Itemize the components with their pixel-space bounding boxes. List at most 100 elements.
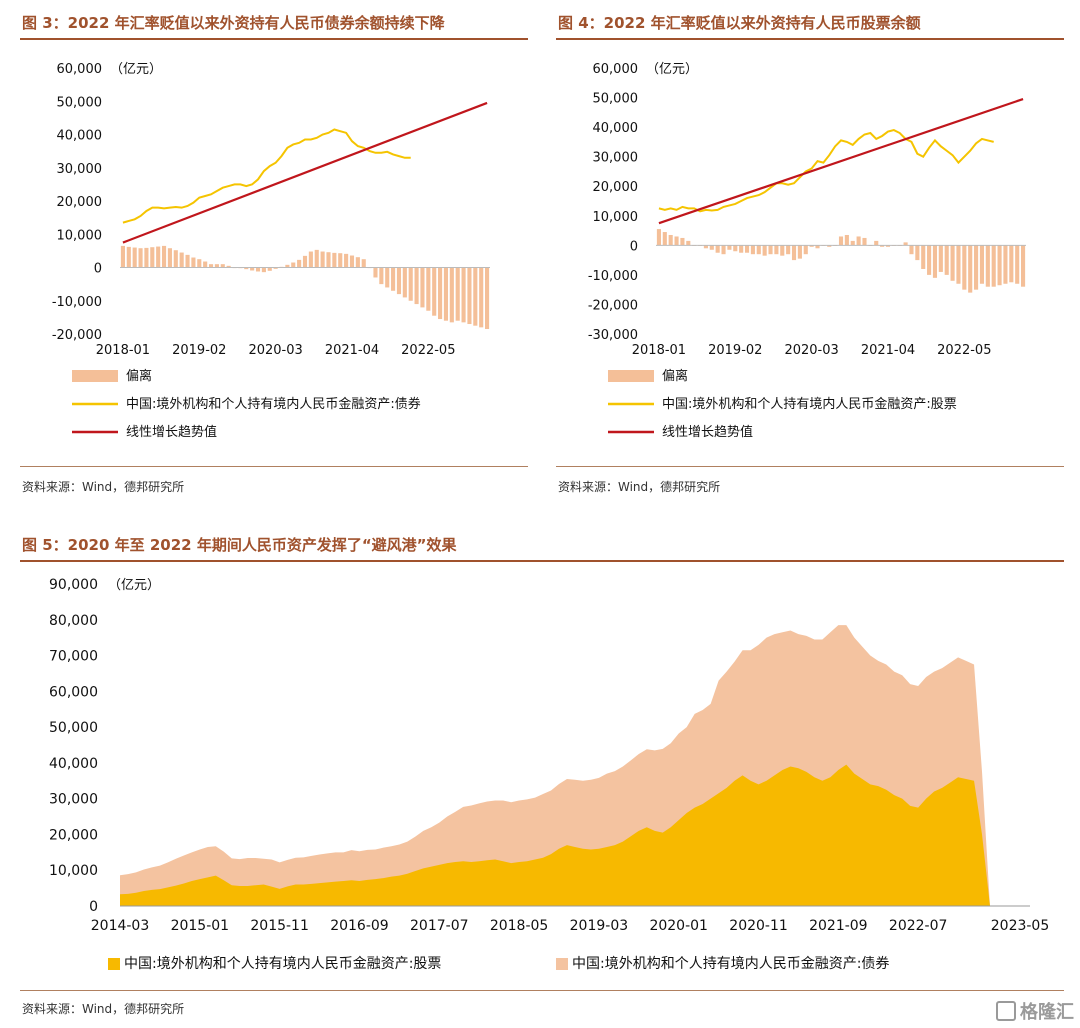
legend-label-trend: 线性增长趋势值 (126, 424, 217, 440)
y-tick-label: 40,000 (49, 756, 98, 772)
x-tick-label: 2020-03 (248, 343, 302, 358)
deviation-bar (443, 267, 449, 321)
deviation-bar (338, 253, 343, 268)
deviation-bar (379, 267, 384, 285)
deviation-bar (874, 240, 879, 246)
deviation-bar (402, 267, 407, 298)
deviation-bar (226, 265, 231, 268)
y-tick-label: 40,000 (593, 121, 639, 136)
x-tick-label: 2018-05 (490, 918, 549, 934)
deviation-bar (968, 245, 973, 293)
deviation-bar (161, 245, 167, 268)
x-tick-label: 2017-07 (410, 918, 469, 934)
deviation-bar (485, 267, 490, 330)
y-tick-label: -20,000 (588, 298, 638, 313)
y-tick-label: 50,000 (57, 95, 103, 110)
y-unit-label: （亿元） (646, 62, 698, 77)
deviation-bar (308, 251, 313, 268)
deviation-bar (703, 245, 708, 249)
deviation-bar (791, 245, 797, 261)
deviation-bar (744, 245, 750, 253)
fig3-title-rule (20, 38, 528, 40)
deviation-bar (420, 267, 425, 308)
deviation-bar (921, 245, 926, 269)
deviation-bar (220, 264, 225, 268)
y-tick-label: 0 (94, 262, 102, 277)
deviation-bar (285, 264, 290, 268)
deviation-bar (349, 255, 355, 268)
deviation-bar (909, 245, 914, 255)
x-tick-label: 2015-11 (250, 918, 309, 934)
y-tick-label: -20,000 (52, 328, 102, 343)
deviation-bar (927, 245, 932, 275)
deviation-bar (150, 247, 155, 268)
deviation-bar (768, 245, 773, 255)
deviation-bar (144, 247, 149, 268)
fig4-chart: -30,000 -20,000 -10,000 0 10,000 20,000 30,000… (588, 62, 1026, 440)
x-tick-label: 2023-05 (991, 918, 1050, 934)
fig3-chart: -20,000 -10,000 0 10,000 20,000 30,000 40,000 5… (52, 62, 490, 440)
deviation-bar (686, 240, 691, 246)
deviation-bar (803, 245, 808, 255)
deviation-bar (885, 245, 891, 247)
deviation-bar (774, 245, 779, 255)
x-tick-label: 2020-11 (729, 918, 788, 934)
deviation-bar (156, 246, 161, 268)
y-tick-label: 40,000 (57, 129, 103, 144)
watermark-text: 格隆汇 (1020, 1002, 1074, 1023)
y-tick-label: -10,000 (588, 269, 638, 284)
watermark-icon (996, 1001, 1016, 1021)
deviation-bar (668, 234, 673, 246)
deviation-bar (733, 245, 738, 252)
watermark-logo: 格隆汇 (996, 998, 1074, 1024)
y-tick-label: 50,000 (49, 720, 98, 736)
holdings-line (122, 128, 411, 224)
deviation-bar (815, 245, 820, 249)
deviation-bar (932, 245, 938, 278)
deviation-bar (208, 264, 214, 268)
deviation-bar (426, 267, 431, 311)
deviation-bar (838, 236, 844, 246)
x-tick-label: 2021-04 (325, 343, 379, 358)
fig5-title: 图 5：2020 年至 2022 年期间人民币资产发挥了“避风港”效果 (22, 536, 457, 554)
x-tick-label: 2014-03 (91, 918, 150, 934)
deviation-bar (739, 245, 744, 253)
fig3-source-rule (20, 466, 528, 467)
y-unit-label: （亿元） (110, 62, 162, 77)
deviation-bar (326, 252, 331, 268)
deviation-bar (244, 267, 249, 270)
fig4-title: 图 4：2022 年汇率贬值以来外资持有人民币股票余额 (558, 14, 921, 32)
deviation-bar (709, 245, 714, 250)
deviation-bar (756, 245, 761, 255)
deviation-bar (167, 248, 172, 268)
legend-swatch-deviation (72, 370, 118, 382)
y-tick-label: 80,000 (49, 613, 98, 629)
x-tick-label: 2021-04 (861, 343, 915, 358)
deviation-bar (355, 257, 360, 268)
deviation-bar (373, 267, 378, 278)
x-tick-label: 2022-05 (401, 343, 455, 358)
deviation-bar (991, 245, 996, 287)
x-tick-label: 2020-01 (649, 918, 708, 934)
y-tick-label: 70,000 (49, 649, 98, 665)
deviation-bar (138, 248, 143, 268)
deviation-bar (1009, 245, 1014, 283)
deviation-bar (173, 250, 178, 268)
deviation-bar (844, 234, 849, 246)
deviation-bar (438, 267, 443, 320)
deviation-bar (467, 267, 472, 325)
deviation-bar (750, 245, 755, 255)
deviation-bar (197, 259, 202, 268)
deviation-bar (721, 245, 726, 255)
y-tick-label: 30,000 (49, 792, 98, 808)
deviation-bar (179, 252, 184, 268)
deviation-bar (715, 245, 720, 253)
deviation-bar (938, 245, 943, 272)
legend-label-deviation: 偏离 (126, 368, 152, 384)
y-tick-label: 30,000 (57, 162, 103, 177)
deviation-bar (297, 259, 302, 268)
deviation-bar (674, 236, 679, 246)
deviation-bar (473, 267, 478, 326)
deviation-bar (479, 267, 484, 328)
deviation-bar (915, 245, 920, 261)
